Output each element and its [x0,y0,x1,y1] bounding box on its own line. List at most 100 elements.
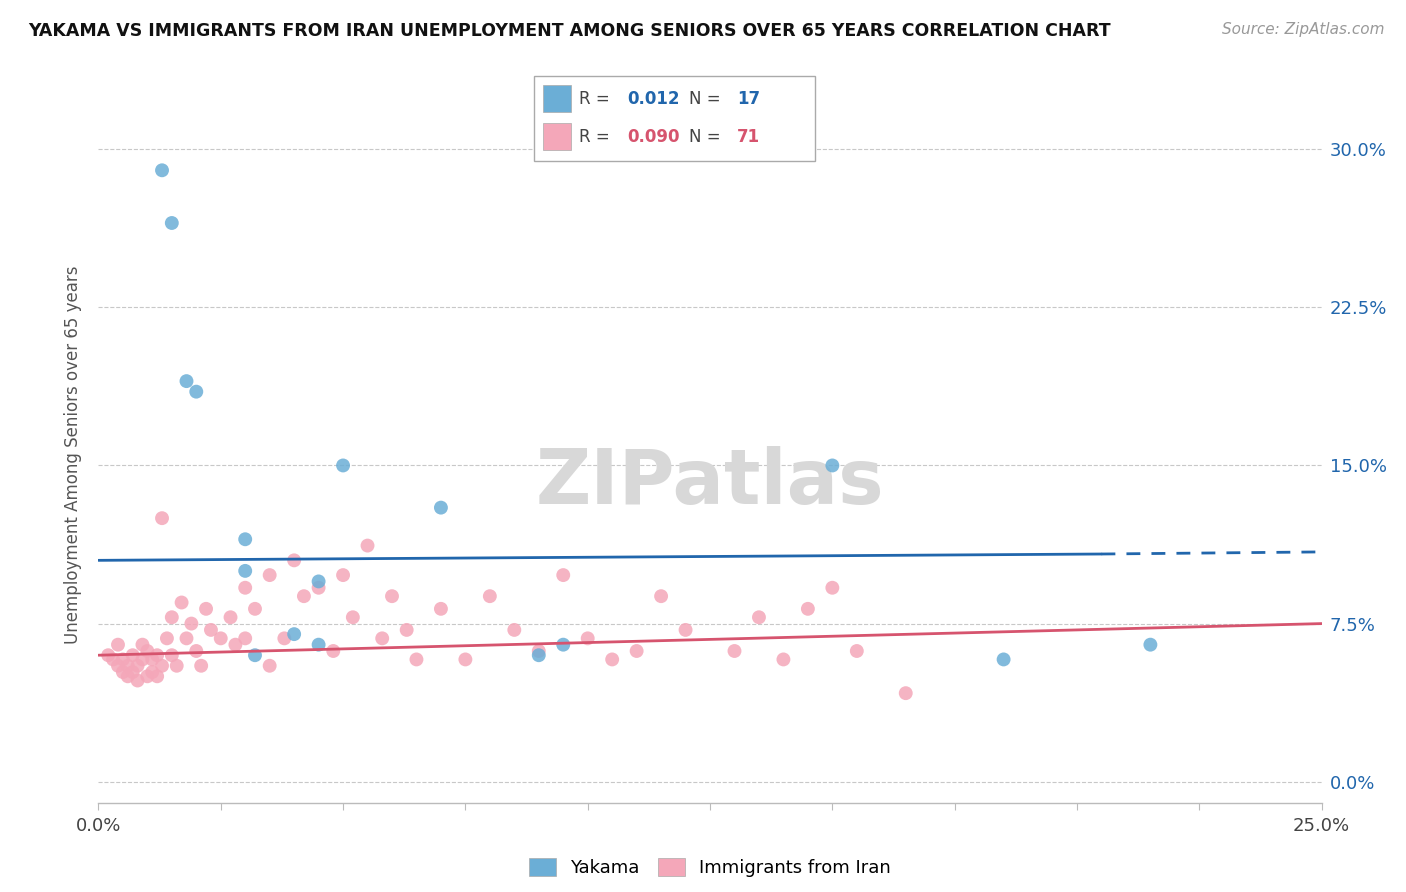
Point [219,610,242,624]
Point [233,564,256,578]
Point [146,669,169,683]
Point [332,568,354,582]
Point [107,638,129,652]
Point [292,589,315,603]
Point [821,458,844,473]
Text: ZIPatlas: ZIPatlas [536,446,884,520]
Point [342,610,364,624]
Point [381,589,404,603]
Point [233,581,256,595]
Point [190,658,212,673]
Point [150,163,173,178]
Point [127,673,149,688]
Point [121,665,143,679]
Point [308,574,330,589]
Point [405,652,427,666]
Point [107,658,129,673]
Text: N =: N = [689,90,725,108]
Point [650,589,672,603]
Point [527,648,550,663]
Text: 17: 17 [737,90,759,108]
Text: R =: R = [579,128,616,145]
Point [166,658,188,673]
Text: 71: 71 [737,128,759,145]
Point [176,374,198,388]
Point [131,638,153,652]
Text: N =: N = [689,128,725,145]
Point [675,623,697,637]
Point [430,602,453,616]
Point [170,595,193,609]
Point [308,638,330,652]
Point [136,669,159,683]
Point [553,638,575,652]
Point [97,648,120,663]
Point [186,644,208,658]
Text: 0.090: 0.090 [627,128,679,145]
Point [243,602,266,616]
Point [332,458,354,473]
Point [845,644,868,658]
Point [626,644,648,658]
Point [195,602,218,616]
Point [121,648,143,663]
Point [141,652,163,666]
Point [224,638,246,652]
Point [1139,638,1161,652]
Point [180,616,202,631]
Point [430,500,453,515]
Point [233,533,256,547]
Point [259,568,281,582]
Point [478,589,501,603]
Point [322,644,344,658]
Point [150,658,173,673]
Point [117,658,139,673]
Point [576,632,599,646]
Point [356,539,378,553]
Point [772,652,794,666]
Point [150,511,173,525]
Point [141,665,163,679]
Point [527,644,550,658]
Point [993,652,1015,666]
Point [160,648,183,663]
Point [395,623,418,637]
Legend: Yakama, Immigrants from Iran: Yakama, Immigrants from Iran [522,850,898,884]
Point [283,627,305,641]
Point [308,581,330,595]
Point [748,610,770,624]
Point [111,665,134,679]
FancyBboxPatch shape [534,76,815,161]
Point [273,632,295,646]
Point [371,632,394,646]
Point [156,632,179,646]
Point [209,632,232,646]
Point [797,602,820,616]
Bar [543,123,571,151]
Point [101,652,124,666]
Point [243,648,266,663]
Point [283,553,305,567]
Point [111,652,134,666]
Point [233,632,256,646]
Text: Source: ZipAtlas.com: Source: ZipAtlas.com [1222,22,1385,37]
Point [821,581,844,595]
Text: R =: R = [579,90,616,108]
Text: 0.012: 0.012 [627,90,679,108]
Text: YAKAMA VS IMMIGRANTS FROM IRAN UNEMPLOYMENT AMONG SENIORS OVER 65 YEARS CORRELAT: YAKAMA VS IMMIGRANTS FROM IRAN UNEMPLOYM… [28,22,1111,40]
Point [503,623,526,637]
Bar [543,85,571,112]
Point [259,658,281,673]
Point [127,658,149,673]
Point [146,648,169,663]
Point [136,644,159,658]
Point [160,216,183,230]
Point [131,652,153,666]
Y-axis label: Unemployment Among Seniors over 65 years: Unemployment Among Seniors over 65 years [65,266,83,644]
Point [117,669,139,683]
Point [894,686,917,700]
Point [454,652,477,666]
Point [553,568,575,582]
Point [160,610,183,624]
Point [600,652,623,666]
